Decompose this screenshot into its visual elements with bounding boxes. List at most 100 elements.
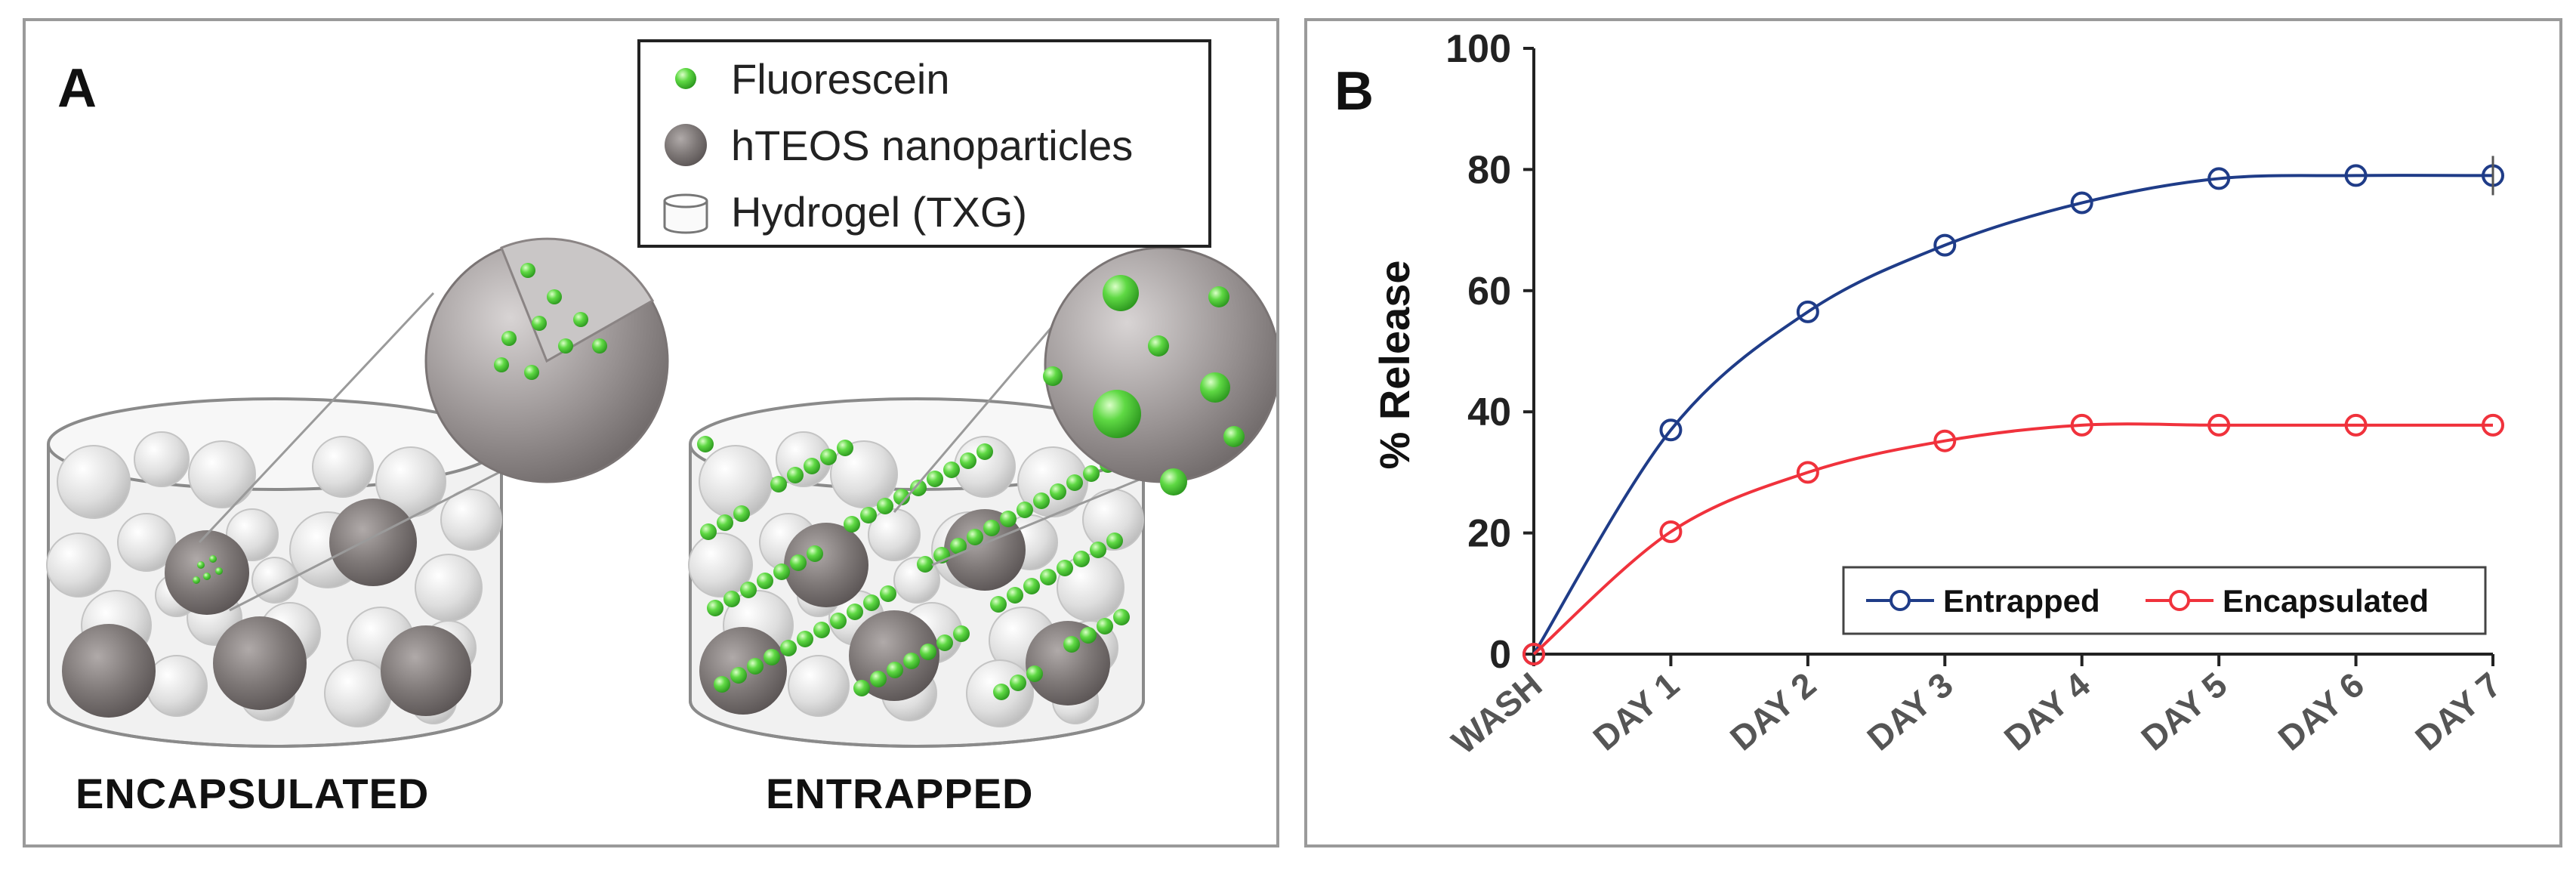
- fluorescein-dot: [203, 573, 211, 580]
- nanoparticle: [213, 616, 307, 710]
- fluorescein-dot: [807, 545, 823, 562]
- fluorescein-dot: [1057, 560, 1073, 576]
- panel-b: 0 20 40 60 80 100 WASH DAY 1 DAY 2 DAY 3 DAY 4 DAY…: [1304, 18, 2562, 847]
- hydrogel-particle: [440, 489, 502, 551]
- fluorescein-dot: [936, 634, 953, 651]
- hydrogel-particle: [134, 431, 190, 487]
- fluorescein-dot: [976, 443, 993, 460]
- fluorescein-dot: [1000, 511, 1017, 527]
- fluorescein-dot: [215, 567, 223, 575]
- nanoparticle: [1026, 621, 1110, 705]
- fluorescein-dot: [804, 458, 820, 474]
- entrapped-series-line: [1532, 174, 2494, 656]
- fluorescein-dot: [1050, 483, 1066, 500]
- fluorescein-dot: [1083, 465, 1100, 482]
- fluorescein-dot: [863, 594, 880, 611]
- encapsulated-series-line: [1532, 422, 2493, 656]
- encapsulated-data-point: [2482, 413, 2504, 437]
- hydrogel-particle: [868, 508, 921, 561]
- fluorescein-dot: [910, 480, 927, 496]
- release-chart: 0 20 40 60 80 100 WASH DAY 1 DAY 2 DAY 3 DAY 4 DAY…: [1371, 27, 2508, 762]
- fluorescein-dot: [943, 462, 960, 478]
- fluorescein-dot: [903, 653, 920, 669]
- fluorescein-dot: [1023, 578, 1040, 594]
- fluorescein-dot: [880, 585, 896, 602]
- fluorescein-dot: [830, 613, 847, 629]
- fluorescein-dot: [797, 631, 813, 647]
- y-tick-label: 60: [1467, 270, 1511, 313]
- fluorescein-dot: [927, 471, 943, 487]
- fluorescein-dot: [1040, 569, 1057, 585]
- y-tick-label: 40: [1467, 391, 1511, 434]
- entrapped-data-point: [1796, 300, 1819, 323]
- fluorescein-dot: [1043, 366, 1063, 386]
- fluorescein-dot: [501, 331, 517, 346]
- entrapped-data-point: [2207, 167, 2231, 190]
- fluorescein-dot: [193, 576, 200, 584]
- encapsulated-data-point: [1659, 520, 1683, 543]
- fluorescein-dot: [887, 662, 903, 678]
- fluorescein-dot: [1010, 675, 1026, 691]
- legend-row-nanoparticles: hTEOS nanoparticles: [640, 113, 1208, 177]
- x-tick-label: WASH: [1444, 665, 1549, 762]
- hydrogel-particle: [146, 655, 208, 717]
- fluorescein-dot: [1208, 286, 1229, 307]
- fluorescein-dot: [1106, 533, 1123, 549]
- fluorescein-dot: [1093, 390, 1141, 438]
- fluorescein-dot: [494, 357, 509, 372]
- fluorescein-dot: [740, 582, 757, 598]
- fluorescein-dot: [723, 591, 740, 607]
- hydrogel-particle: [699, 445, 773, 519]
- x-tick-label: DAY 3: [1859, 665, 1960, 758]
- y-tick-label: 80: [1467, 148, 1511, 192]
- fluorescein-dot: [770, 476, 787, 492]
- fluorescein-dot: [1148, 335, 1169, 357]
- entrapped-label: ENTRAPPED: [766, 770, 1034, 817]
- hydrogel-particle: [117, 513, 176, 572]
- fluorescein-dot: [1073, 551, 1090, 567]
- nanoparticle: [944, 509, 1026, 591]
- panel-a-letter: A: [57, 58, 97, 119]
- legend-row-fluorescein: Fluorescein: [640, 47, 1208, 110]
- hydrogel-particle: [788, 655, 850, 717]
- encapsulated-data-point: [1796, 461, 1819, 484]
- nanoparticle: [329, 499, 417, 586]
- hydrogel-particle: [57, 445, 131, 519]
- fluorescein-dot: [1097, 618, 1113, 634]
- chart-series: [1522, 156, 2504, 665]
- legend-entrapped-label: Entrapped: [1943, 583, 2100, 619]
- nanoparticle: [381, 625, 471, 716]
- hydrogel-particle: [312, 436, 374, 498]
- hydrogel-icon: [663, 193, 708, 234]
- legend-fluorescein-label: Fluorescein: [731, 55, 950, 103]
- fluorescein-dot: [917, 556, 933, 573]
- y-tick-labels: 0 20 40 60 80 100: [1445, 27, 1511, 677]
- fluorescein-dot: [1017, 502, 1033, 518]
- hydrogel-particle: [688, 533, 753, 597]
- encapsulated-data-point: [1933, 429, 1957, 452]
- y-tick-label: 0: [1489, 633, 1511, 677]
- fluorescein-dot: [844, 516, 860, 533]
- fluorescein-dot: [524, 365, 539, 380]
- fluorescein-dot: [714, 676, 730, 693]
- fluorescein-dot: [209, 555, 217, 563]
- fluorescein-dot: [1090, 542, 1106, 558]
- y-tick-label: 100: [1445, 27, 1511, 71]
- fluorescein-dot: [1007, 587, 1023, 604]
- fluorescein-dot: [1223, 426, 1245, 447]
- hydrogel-illustration: [46, 237, 1276, 748]
- fluorescein-dot: [790, 554, 807, 571]
- fluorescein-dot: [197, 561, 205, 569]
- fluorescein-dot: [757, 573, 773, 589]
- fluorescein-dot: [780, 640, 797, 656]
- entrapped-zoom-particle: [1043, 246, 1276, 496]
- entrapped-data-point: [2070, 191, 2093, 215]
- fluorescein-dot: [773, 563, 790, 580]
- fluorescein-dot: [697, 436, 714, 452]
- legend-hydrogel-label: Hydrogel (TXG): [731, 188, 1028, 236]
- encapsulated-label: ENCAPSULATED: [76, 770, 430, 817]
- encapsulated-data-point: [2070, 413, 2093, 437]
- fluorescein-dot: [847, 604, 863, 620]
- fluorescein-dot: [813, 622, 830, 638]
- x-tick-label: DAY 6: [2271, 665, 2371, 758]
